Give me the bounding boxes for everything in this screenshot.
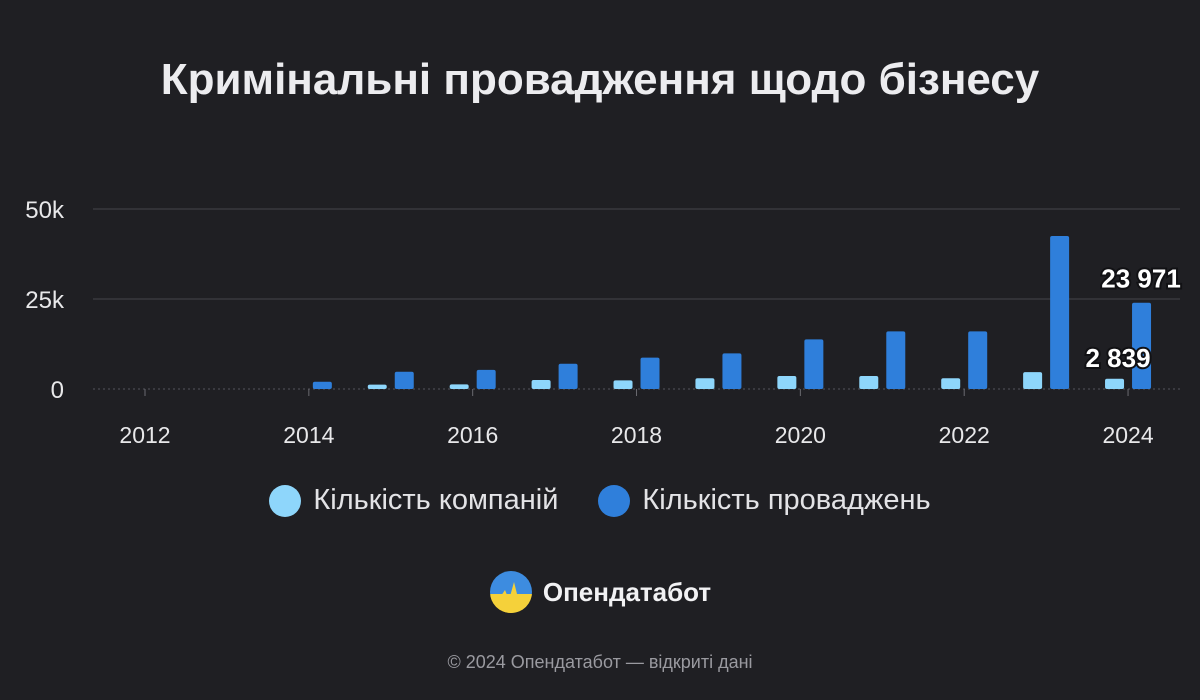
x-tick-label: 2012 [119, 422, 170, 448]
bar-proceedings-2020 [804, 339, 824, 389]
bar-companies-2024 [1105, 378, 1125, 389]
bar-companies-2022 [941, 378, 961, 389]
bar-proceedings-2014 [312, 381, 332, 389]
bar-proceedings-2017 [558, 363, 578, 389]
bar-proceedings-2023 [1050, 236, 1070, 389]
bar-companies-2016 [449, 384, 469, 389]
bar-proceedings-2016 [476, 369, 496, 389]
bar-proceedings-2022 [968, 331, 988, 389]
y-tick-label: 25k [25, 287, 65, 314]
footer-copyright: © 2024 Опендатабот — відкриті дані [447, 652, 753, 672]
data-label: 2 839 [1086, 343, 1151, 373]
bar-companies-2023 [1023, 372, 1043, 389]
x-tick-label: 2024 [1102, 422, 1153, 448]
x-tick-label: 2016 [447, 422, 498, 448]
x-tick-label: 2020 [775, 422, 826, 448]
bar-companies-2018 [613, 380, 633, 389]
y-tick-label: 0 [51, 377, 64, 404]
bar-companies-2020 [777, 376, 797, 389]
bar-companies-2017 [531, 380, 551, 389]
bar-proceedings-2024 [1132, 302, 1152, 389]
bar-companies-2015 [367, 384, 387, 389]
legend-swatch-companies [269, 484, 302, 517]
data-label: 23 971 [1101, 264, 1181, 294]
chart-title: Кримінальні провадження щодо бізнесу [160, 55, 1040, 104]
x-tick-label: 2022 [939, 422, 990, 448]
bar-proceedings-2021 [886, 331, 906, 389]
bar-proceedings-2019 [722, 353, 742, 389]
x-tick-label: 2018 [611, 422, 662, 448]
bar-proceedings-2015 [394, 371, 414, 389]
bar-chart: 0 25k 50k 2012 2014 2016 2018 2020 2022 2024 2 839… [25, 197, 1183, 448]
brand: Опендатабот [0, 570, 1200, 614]
opendatabot-logo-icon [489, 571, 532, 613]
brand-name: Опендатабот [542, 576, 712, 607]
legend-label-companies: Кількість компаній [313, 484, 559, 516]
bar-companies-2019 [695, 378, 715, 389]
bar-companies-2021 [859, 376, 879, 389]
legend-item-companies[interactable]: Кількість компаній [269, 484, 558, 517]
legend-label-proceedings: Кількість проваджень [642, 484, 931, 516]
chart-legend: Кількість компаній Кількість проваджень [0, 484, 1200, 517]
legend-item-proceedings[interactable]: Кількість проваджень [598, 484, 931, 517]
bar-proceedings-2018 [640, 357, 660, 389]
y-tick-label: 50k [25, 197, 65, 224]
x-tick-label: 2014 [283, 422, 334, 448]
legend-swatch-proceedings [598, 484, 631, 517]
